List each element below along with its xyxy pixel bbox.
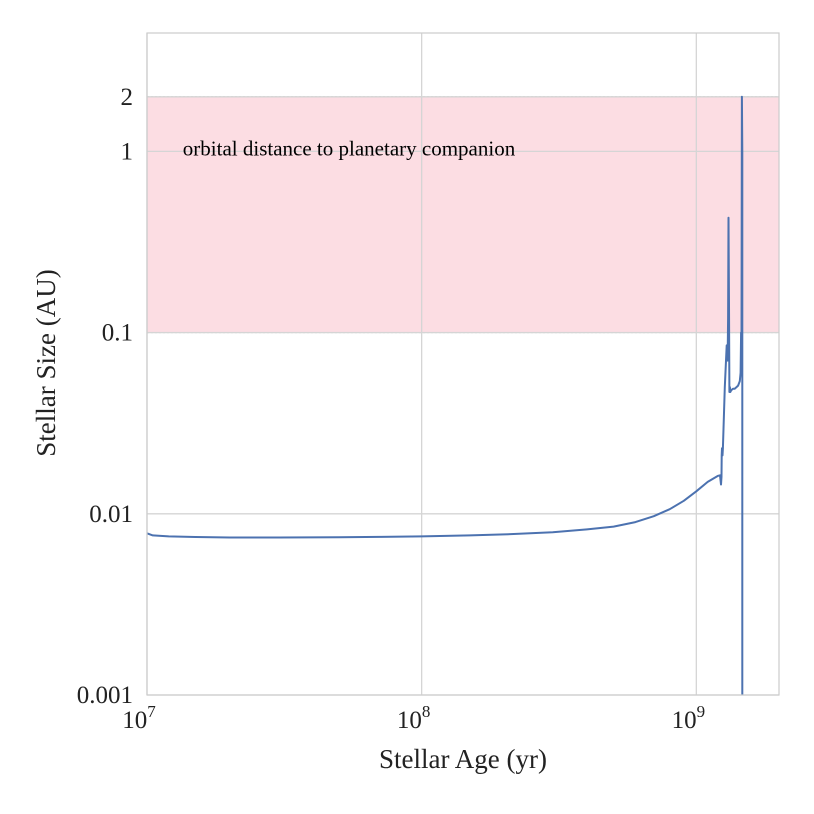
y-tick-label: 0.001 [77, 682, 133, 709]
x-tick-base: 10 [397, 707, 422, 734]
x-tick-label: 108 [397, 702, 431, 734]
highlight-band [147, 96, 779, 333]
x-tick-label: 107 [122, 702, 156, 734]
x-axis-title: Stellar Age (yr) [379, 744, 547, 774]
highlight-band-layer [147, 96, 779, 334]
y-axis-title: Stellar Size (AU) [31, 269, 61, 456]
x-tick-exponent: 9 [697, 702, 706, 721]
y-tick-label: 2 [121, 84, 134, 111]
x-tick-base: 10 [122, 707, 147, 734]
series-line [146, 95, 744, 695]
series-layer [146, 95, 744, 695]
y-tick-label: 1 [121, 138, 134, 165]
y-tick-label: 0.01 [89, 501, 133, 528]
x-tick-labels: 107 108 109 [122, 702, 705, 734]
y-tick-label: 0.1 [102, 320, 133, 347]
plot-frame [146, 32, 780, 696]
x-tick-label: 109 [672, 702, 706, 734]
y-tick-labels: 0.001 0.01 0.1 1 2 [77, 84, 133, 709]
x-tick-exponent: 8 [422, 702, 431, 721]
x-tick-base: 10 [672, 707, 697, 734]
band-annotation: orbital distance to planetary companion [183, 136, 516, 160]
x-tick-exponent: 7 [147, 702, 156, 721]
